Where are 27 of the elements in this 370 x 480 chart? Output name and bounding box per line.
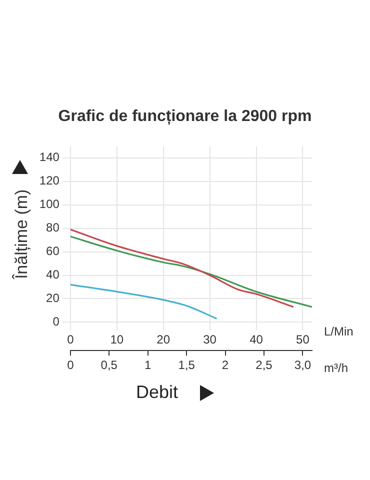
x2-axis-title: m³/h: [324, 360, 348, 375]
y-tick-label: 20: [46, 291, 60, 306]
line-series: [70, 284, 218, 320]
y-tick-label: 120: [39, 174, 60, 188]
y-tick-label: 60: [46, 244, 60, 258]
chart-title: Grafic de funcționare la 2900 rpm: [57, 108, 313, 126]
y-tick-label: 100: [39, 197, 60, 212]
x2-tick-label: 0,5: [100, 358, 118, 372]
x-tick-label: 10: [110, 332, 124, 347]
x2-tick-label: 1: [144, 358, 152, 372]
y-tick-label: 80: [46, 220, 60, 235]
x-tick-label: 0: [67, 332, 74, 347]
x-tick-label: 40: [250, 332, 264, 347]
x2-tick-label: 2,5: [256, 358, 273, 372]
y-tick-label: 0: [52, 314, 60, 329]
x-tick-label: 20: [156, 332, 170, 347]
x2-tick-label: 0: [67, 358, 74, 372]
y-tick-label: 40: [46, 268, 60, 282]
x-tick-label: 50: [296, 332, 310, 347]
y-axis-title: Înălțime (m): [12, 189, 31, 280]
x2-tick-label: 2: [222, 358, 229, 372]
y-tick-label: 140: [39, 150, 60, 164]
x2-tick-label: 3,0: [294, 358, 312, 372]
x-axis-title: L/Min: [324, 324, 354, 339]
x-tick-label: 30: [203, 332, 217, 347]
text: Debit: [136, 382, 178, 403]
x2-tick-label: 1,5: [178, 358, 196, 372]
